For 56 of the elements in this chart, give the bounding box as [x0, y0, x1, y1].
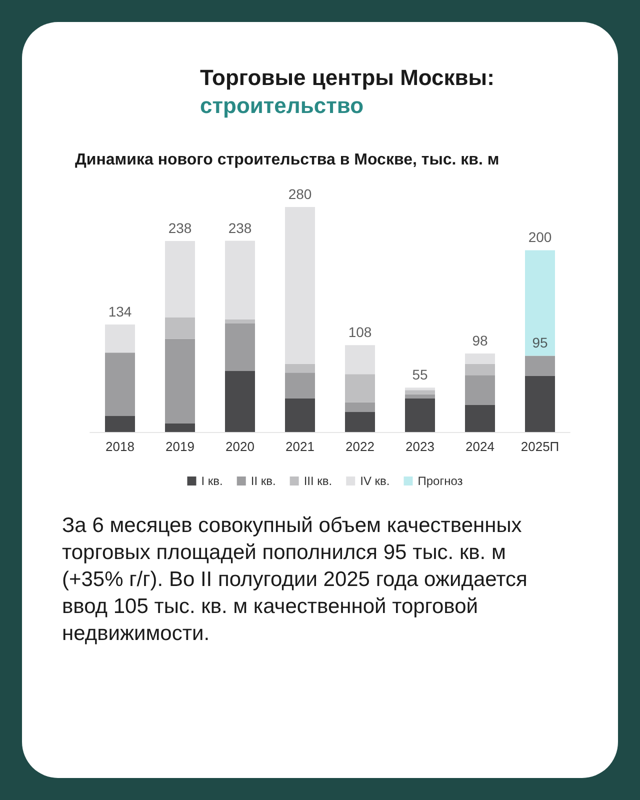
bar	[285, 364, 315, 373]
x-tick-label: 2018	[106, 439, 134, 454]
annotation: 134	[108, 303, 132, 320]
bar	[105, 416, 135, 432]
annotation: 95	[532, 334, 548, 351]
bar	[405, 388, 435, 390]
bar	[525, 356, 555, 376]
x-tick-label: 2025П	[520, 439, 560, 454]
annotation: 280	[288, 186, 312, 202]
chart-title: Динамика нового строительства в Москве, тыс. кв. м	[75, 152, 500, 168]
legend-label: I кв.	[201, 474, 223, 488]
bar	[465, 364, 495, 376]
bar	[405, 394, 435, 398]
bar	[165, 317, 195, 339]
bar	[225, 371, 255, 432]
bar	[225, 240, 255, 320]
x-tick-label: 2023	[406, 439, 434, 454]
bar	[105, 352, 135, 416]
bar	[165, 423, 195, 432]
bar	[465, 404, 495, 432]
bar	[165, 338, 195, 424]
bar	[285, 207, 315, 364]
bar	[525, 376, 555, 432]
x-tick-label: 2020	[226, 439, 254, 454]
annotation: 98	[472, 332, 488, 348]
bar	[105, 324, 135, 353]
bar	[465, 375, 495, 405]
bar	[285, 398, 315, 432]
bar	[285, 372, 315, 398]
legend-label: II кв.	[250, 474, 276, 488]
bar	[165, 240, 195, 318]
x-tick-label: 2021	[286, 439, 314, 454]
bar	[465, 353, 495, 364]
legend-label: IV кв.	[360, 474, 390, 488]
bar	[345, 412, 375, 432]
bar	[345, 374, 375, 402]
bar	[345, 345, 375, 374]
x-tick-label: 2024	[466, 439, 494, 454]
text: За 6 месяцев совокупный объем качественных торговых площадей пополнился 95 тыс. кв. м (+35% г/г). Во II полугодии 2025 года ожидается ввод 105 тыс. кв. м качественной торговой недвижимости.	[62, 513, 528, 647]
bar	[405, 390, 435, 394]
legend-label: III кв.	[304, 474, 332, 488]
x-tick-label: 2019	[166, 439, 194, 454]
annotation: 238	[228, 220, 252, 236]
annotation: 108	[348, 324, 372, 340]
text: Торговые центры Москвы:	[200, 64, 494, 92]
annotation: 55	[412, 366, 428, 383]
bar	[225, 320, 255, 324]
bar	[345, 402, 375, 412]
annotation: 200	[528, 229, 552, 246]
bar	[225, 324, 255, 372]
bar	[405, 398, 435, 432]
annotation: 238	[168, 220, 192, 236]
bar	[525, 250, 555, 356]
legend-label: Прогноз	[418, 474, 464, 488]
text: строительство	[200, 92, 365, 120]
x-tick-label: 2022	[346, 439, 374, 454]
